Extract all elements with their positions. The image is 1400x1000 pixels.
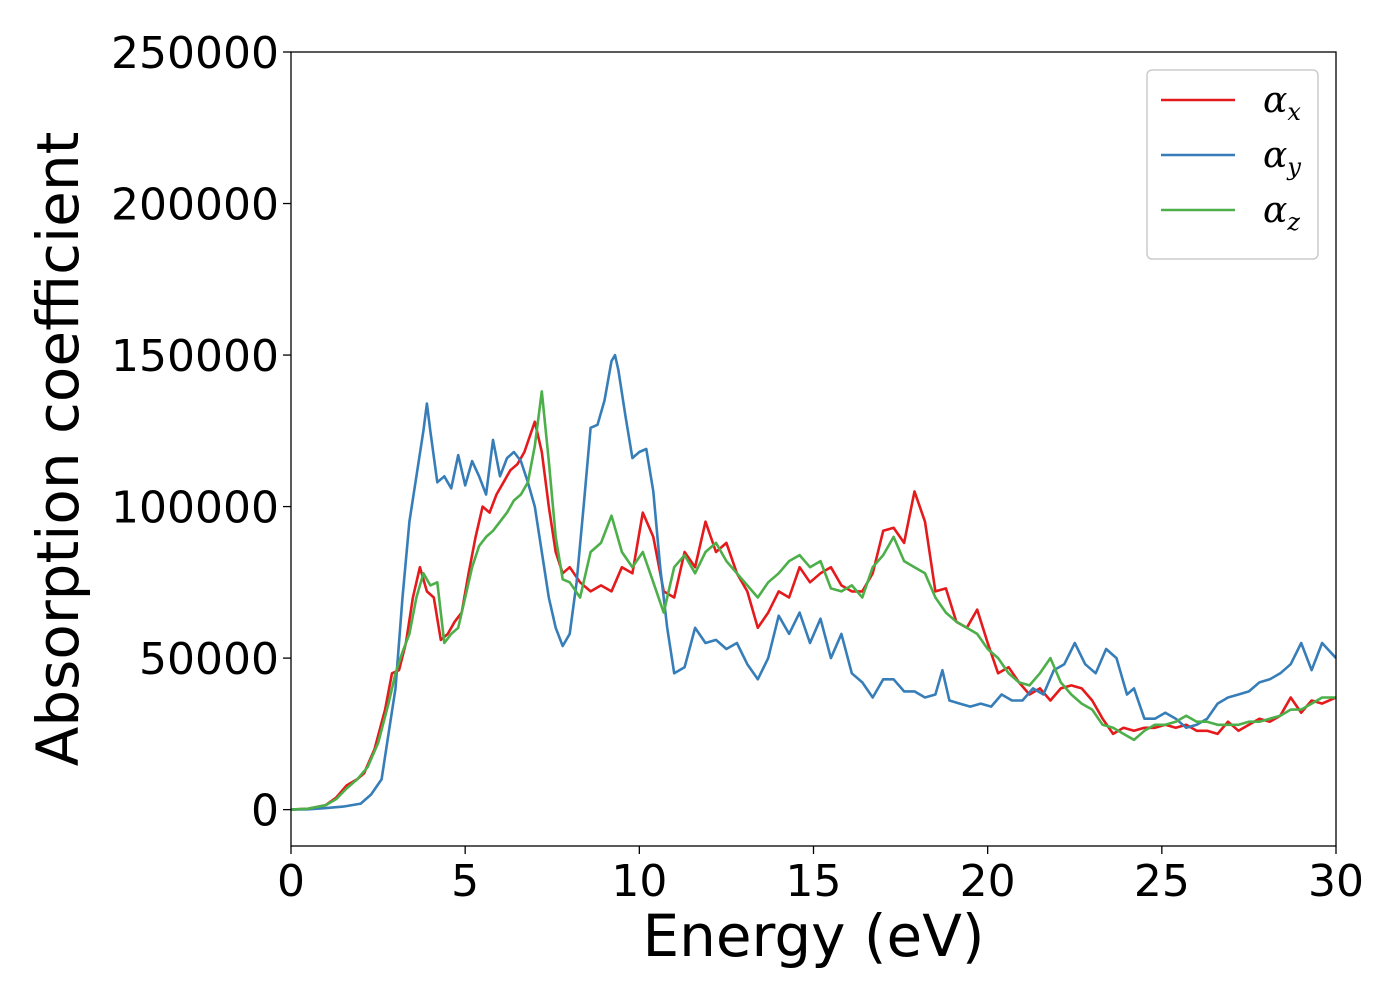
legend-label-x: αx <box>1263 80 1301 126</box>
x-axis-title: Energy (eV) <box>642 902 984 970</box>
x-tick-label: 30 <box>1308 856 1364 907</box>
legend: αx αy αz <box>1146 69 1319 260</box>
y-tick-label: 0 <box>251 786 279 837</box>
x-tick-label: 20 <box>960 856 1016 907</box>
y-tick-label: 200000 <box>111 180 279 231</box>
legend-label-y: αy <box>1263 135 1301 181</box>
x-tick-label: 15 <box>786 856 842 907</box>
x-tick-label: 10 <box>611 856 667 907</box>
legend-box <box>1146 69 1319 260</box>
y-tick-label: 50000 <box>139 634 279 685</box>
y-tick-label: 100000 <box>111 483 279 534</box>
series-line-x <box>291 420 1336 811</box>
series-line-y <box>291 353 1336 811</box>
series-line-z <box>291 390 1336 811</box>
x-tick-label: 5 <box>451 856 479 907</box>
y-axis-title: Absorption coefficient <box>24 132 92 767</box>
x-tick-label: 0 <box>277 856 305 907</box>
y-tick-label: 250000 <box>111 28 279 79</box>
y-tick-label: 150000 <box>111 331 279 382</box>
x-tick-label: 25 <box>1134 856 1190 907</box>
series-layer <box>291 353 1336 811</box>
y-axis-ticks: 0 50000 100000 150000 200000 250000 <box>111 28 291 837</box>
x-axis-ticks: 0 5 10 15 20 25 30 <box>277 846 1364 907</box>
legend-label-z: αz <box>1263 190 1300 236</box>
